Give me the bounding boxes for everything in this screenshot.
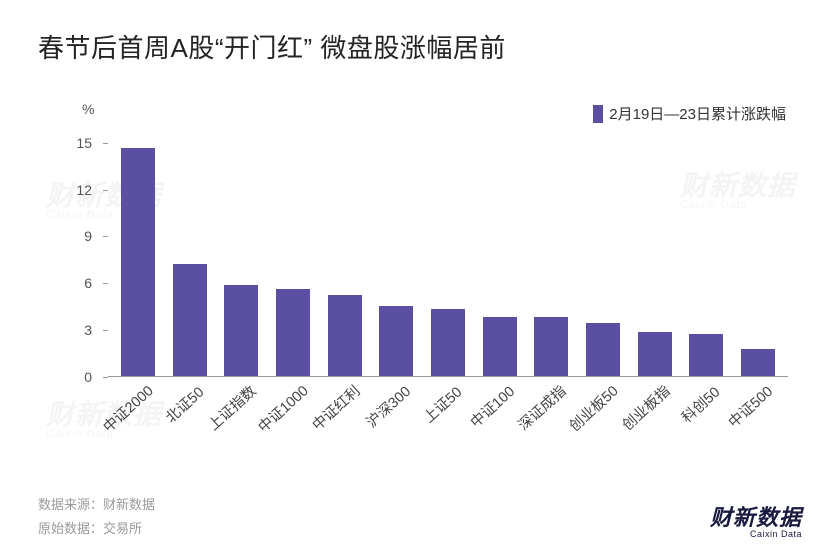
x-tick-label: 中证500: [723, 381, 777, 432]
source-line: 数据来源：财新数据: [38, 493, 155, 516]
bar-slot: [319, 127, 371, 376]
raw-line: 原始数据：交易所: [38, 517, 155, 540]
x-tick-label: 中证2000: [98, 380, 158, 437]
x-tick-label: 中证100: [465, 381, 519, 432]
bar-slot: [422, 127, 474, 376]
y-tick-mark: [103, 190, 108, 191]
y-tick-mark: [103, 236, 108, 237]
y-tick-label: 15: [62, 135, 92, 151]
x-tick-label: 北证50: [160, 381, 208, 427]
y-tick-label: 0: [62, 369, 92, 385]
x-label-slot: 上证50: [422, 381, 474, 441]
x-label-slot: 上证指数: [215, 381, 267, 441]
bar: [689, 334, 723, 376]
bar: [534, 317, 568, 376]
x-label-slot: 沪深300: [370, 381, 422, 441]
bar: [431, 309, 465, 376]
chart-title: 春节后首周A股“开门红” 微盘股涨幅居前: [38, 28, 802, 65]
bar-slot: [164, 127, 216, 376]
x-label-slot: 中证2000: [112, 381, 164, 441]
bar: [328, 295, 362, 376]
bar-slot: [112, 127, 164, 376]
bar-slot: [732, 127, 784, 376]
x-tick-label: 沪深300: [361, 381, 415, 432]
chart-area: % 2月19日—23日累计涨跌幅 03691215 中证2000北证50上证指数…: [38, 107, 798, 437]
x-label-slot: 北证50: [164, 381, 216, 441]
legend: 2月19日—23日累计涨跌幅: [593, 103, 786, 124]
bar-slot: [370, 127, 422, 376]
y-tick-label: 3: [62, 322, 92, 338]
legend-swatch: [593, 105, 603, 123]
bar: [586, 323, 620, 376]
y-tick-label: 6: [62, 275, 92, 291]
y-tick-mark: [103, 283, 108, 284]
bar: [276, 289, 310, 377]
bar-slot: [629, 127, 681, 376]
bar-slot: [267, 127, 319, 376]
bar-slot: [681, 127, 733, 376]
y-tick-mark: [103, 143, 108, 144]
brand-logo: 财新数据 Caixin Data: [710, 507, 802, 540]
bar: [483, 317, 517, 376]
brand-main: 财新数据: [710, 507, 802, 529]
x-label-slot: 深证成指: [526, 381, 578, 441]
brand-sub: Caixin Data: [710, 529, 802, 540]
y-tick-label: 12: [62, 182, 92, 198]
x-tick-label: 科创50: [677, 381, 725, 427]
y-tick-mark: [103, 330, 108, 331]
bar: [173, 264, 207, 377]
x-axis-labels: 中证2000北证50上证指数中证1000中证红利沪深300上证50中证100深证…: [108, 381, 788, 441]
y-axis-unit: %: [82, 101, 94, 117]
x-label-slot: 中证1000: [267, 381, 319, 441]
bar: [121, 148, 155, 376]
x-label-slot: 科创50: [681, 381, 733, 441]
legend-label: 2月19日—23日累计涨跌幅: [609, 103, 786, 124]
x-label-slot: 中证100: [474, 381, 526, 441]
bar-slot: [215, 127, 267, 376]
bar: [741, 349, 775, 376]
bars-container: [108, 127, 788, 376]
x-label-slot: 中证500: [732, 381, 784, 441]
y-tick-mark: [103, 377, 108, 378]
bar: [224, 285, 258, 376]
y-tick-label: 9: [62, 228, 92, 244]
x-label-slot: 创业板指: [629, 381, 681, 441]
bar-slot: [526, 127, 578, 376]
plot-region: 03691215: [108, 127, 788, 377]
footer-notes: 数据来源：财新数据 原始数据：交易所: [38, 493, 155, 540]
x-tick-label: 上证50: [418, 381, 466, 427]
bar-slot: [474, 127, 526, 376]
bar: [638, 332, 672, 376]
bar-slot: [577, 127, 629, 376]
bar: [379, 306, 413, 376]
chart-card: 财新数据Caixin Data 财新数据Caixin Data 财新数据Caix…: [0, 0, 840, 560]
x-label-slot: 中证红利: [319, 381, 371, 441]
x-label-slot: 创业板50: [577, 381, 629, 441]
